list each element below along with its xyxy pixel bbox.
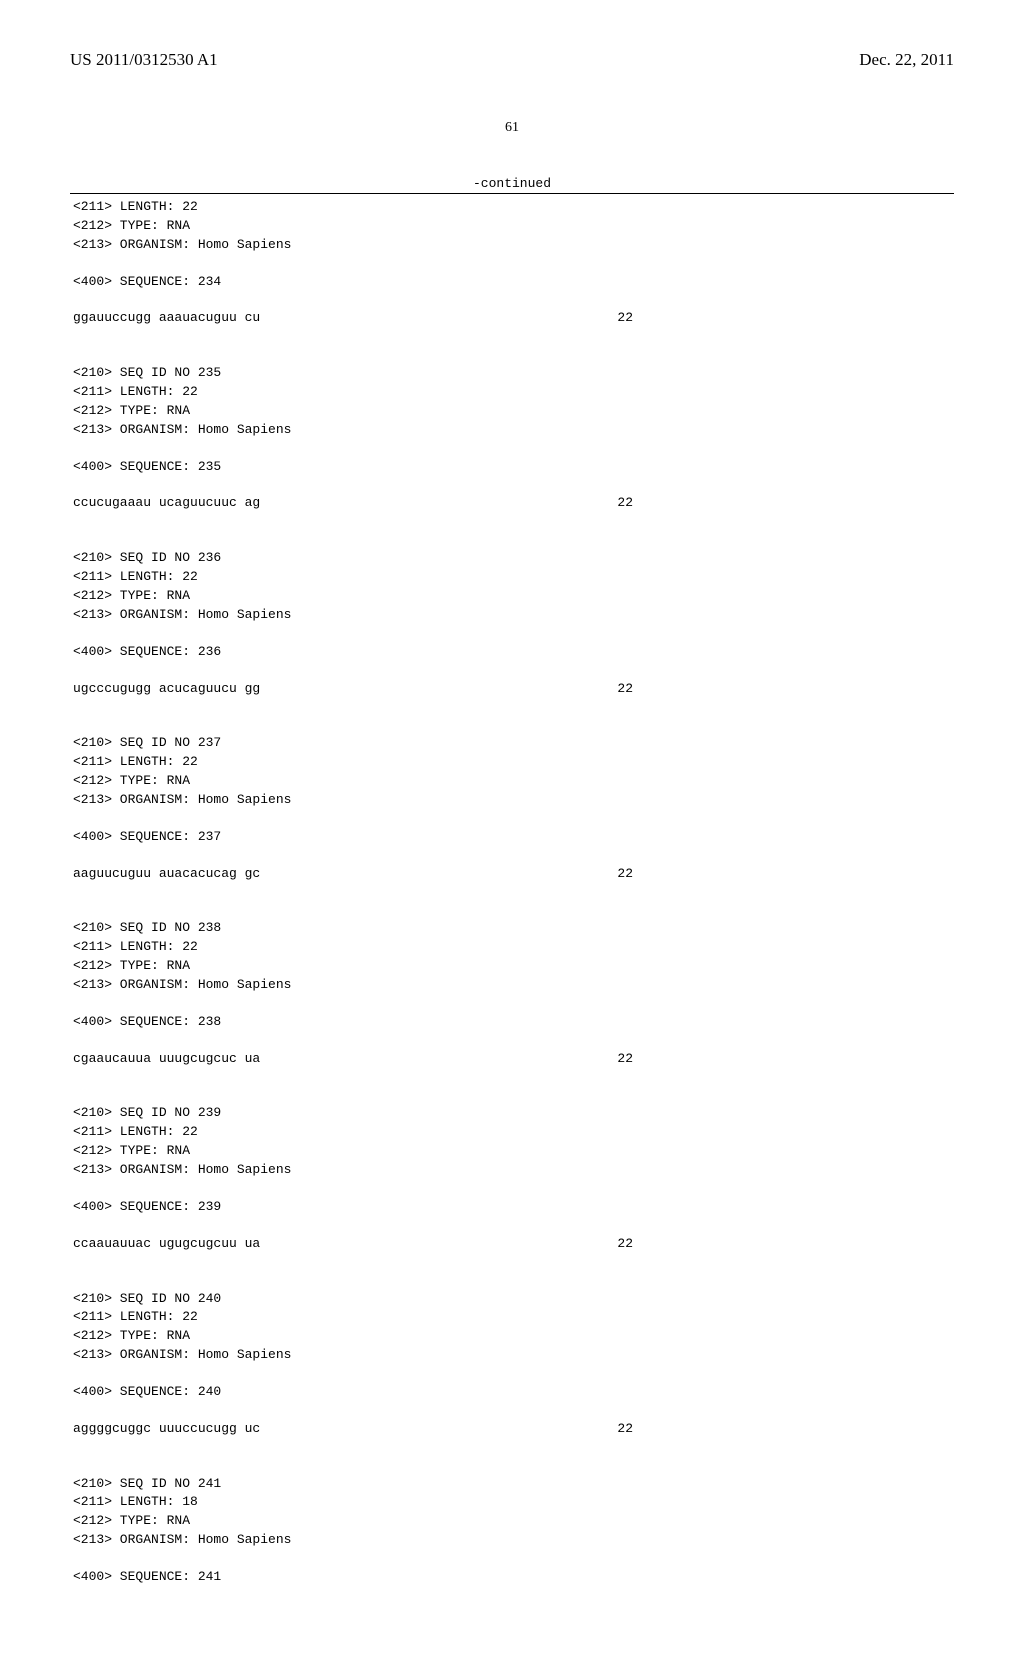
seq-meta: <213> ORGANISM: Homo Sapiens — [73, 1161, 954, 1180]
seq-meta: <212> TYPE: RNA — [73, 772, 954, 791]
seq-meta: <211> LENGTH: 22 — [73, 1308, 954, 1327]
sequence-length: 22 — [617, 680, 633, 699]
seq-header: <400> SEQUENCE: 238 — [73, 1013, 954, 1032]
seq-header: <400> SEQUENCE: 236 — [73, 643, 954, 662]
sequence-text: ggauuccugg aaauacuguu cu — [73, 309, 260, 328]
seq-meta: <211> LENGTH: 22 — [73, 383, 954, 402]
publication-number: US 2011/0312530 A1 — [70, 50, 218, 70]
seq-meta: <212> TYPE: RNA — [73, 1327, 954, 1346]
sequence-length: 22 — [617, 309, 633, 328]
seq-meta: <210> SEQ ID NO 236 — [73, 549, 954, 568]
sequence-text: ccucugaaau ucaguucuuc ag — [73, 494, 260, 513]
seq-meta: <210> SEQ ID NO 241 — [73, 1475, 954, 1494]
page-number: 61 — [70, 120, 954, 136]
seq-meta: <213> ORGANISM: Homo Sapiens — [73, 976, 954, 995]
seq-meta: <211> LENGTH: 18 — [73, 1493, 954, 1512]
sequence-entry: <210> SEQ ID NO 240 <211> LENGTH: 22 <21… — [73, 1290, 954, 1439]
sequence-text: aaguucuguu auacacucag gc — [73, 865, 260, 884]
sequence-line: ugcccugugg acucaguucu gg 22 — [73, 680, 633, 699]
sequence-length: 22 — [617, 1050, 633, 1069]
sequence-entry: <211> LENGTH: 22 <212> TYPE: RNA <213> O… — [73, 198, 954, 328]
seq-meta: <213> ORGANISM: Homo Sapiens — [73, 1346, 954, 1365]
divider-top — [70, 193, 954, 194]
seq-meta: <210> SEQ ID NO 239 — [73, 1104, 954, 1123]
seq-meta: <211> LENGTH: 22 — [73, 198, 954, 217]
sequence-entry: <210> SEQ ID NO 236 <211> LENGTH: 22 <21… — [73, 549, 954, 698]
seq-header: <400> SEQUENCE: 239 — [73, 1198, 954, 1217]
seq-meta: <211> LENGTH: 22 — [73, 753, 954, 772]
seq-meta: <213> ORGANISM: Homo Sapiens — [73, 1531, 954, 1550]
sequence-entry: <210> SEQ ID NO 237 <211> LENGTH: 22 <21… — [73, 734, 954, 883]
seq-header: <400> SEQUENCE: 240 — [73, 1383, 954, 1402]
seq-meta: <212> TYPE: RNA — [73, 402, 954, 421]
sequence-text: ccaauauuac ugugcugcuu ua — [73, 1235, 260, 1254]
seq-meta: <210> SEQ ID NO 235 — [73, 364, 954, 383]
sequence-text: aggggcuggc uuuccucugg uc — [73, 1420, 260, 1439]
sequence-line: cgaaucauua uuugcugcuc ua 22 — [73, 1050, 633, 1069]
page-header: US 2011/0312530 A1 Dec. 22, 2011 — [70, 50, 954, 70]
sequence-text: cgaaucauua uuugcugcuc ua — [73, 1050, 260, 1069]
seq-header: <400> SEQUENCE: 235 — [73, 458, 954, 477]
continued-label: -continued — [70, 176, 954, 191]
seq-meta: <210> SEQ ID NO 238 — [73, 919, 954, 938]
seq-header: <400> SEQUENCE: 241 — [73, 1568, 954, 1587]
seq-meta: <211> LENGTH: 22 — [73, 938, 954, 957]
seq-meta: <212> TYPE: RNA — [73, 587, 954, 606]
sequence-entry: <210> SEQ ID NO 238 <211> LENGTH: 22 <21… — [73, 919, 954, 1068]
sequence-entry: <210> SEQ ID NO 241 <211> LENGTH: 18 <21… — [73, 1475, 954, 1587]
sequence-length: 22 — [617, 1235, 633, 1254]
sequence-line: ccucugaaau ucaguucuuc ag 22 — [73, 494, 633, 513]
seq-header: <400> SEQUENCE: 234 — [73, 273, 954, 292]
seq-meta: <210> SEQ ID NO 240 — [73, 1290, 954, 1309]
seq-header: <400> SEQUENCE: 237 — [73, 828, 954, 847]
seq-meta: <213> ORGANISM: Homo Sapiens — [73, 606, 954, 625]
sequence-line: ggauuccugg aaauacuguu cu 22 — [73, 309, 633, 328]
seq-meta: <211> LENGTH: 22 — [73, 568, 954, 587]
seq-meta: <213> ORGANISM: Homo Sapiens — [73, 236, 954, 255]
seq-meta: <213> ORGANISM: Homo Sapiens — [73, 421, 954, 440]
sequence-line: aaguucuguu auacacucag gc 22 — [73, 865, 633, 884]
sequence-entry: <210> SEQ ID NO 235 <211> LENGTH: 22 <21… — [73, 364, 954, 513]
seq-meta: <212> TYPE: RNA — [73, 957, 954, 976]
seq-meta: <211> LENGTH: 22 — [73, 1123, 954, 1142]
seq-meta: <212> TYPE: RNA — [73, 1512, 954, 1531]
sequence-length: 22 — [617, 1420, 633, 1439]
sequence-line: aggggcuggc uuuccucugg uc 22 — [73, 1420, 633, 1439]
seq-meta: <210> SEQ ID NO 237 — [73, 734, 954, 753]
seq-meta: <213> ORGANISM: Homo Sapiens — [73, 791, 954, 810]
seq-meta: <212> TYPE: RNA — [73, 217, 954, 236]
sequence-text: ugcccugugg acucaguucu gg — [73, 680, 260, 699]
publication-date: Dec. 22, 2011 — [859, 50, 954, 70]
sequence-entry: <210> SEQ ID NO 239 <211> LENGTH: 22 <21… — [73, 1104, 954, 1253]
sequence-length: 22 — [617, 494, 633, 513]
sequence-line: ccaauauuac ugugcugcuu ua 22 — [73, 1235, 633, 1254]
sequence-listing: <211> LENGTH: 22 <212> TYPE: RNA <213> O… — [70, 198, 954, 1587]
sequence-length: 22 — [617, 865, 633, 884]
seq-meta: <212> TYPE: RNA — [73, 1142, 954, 1161]
